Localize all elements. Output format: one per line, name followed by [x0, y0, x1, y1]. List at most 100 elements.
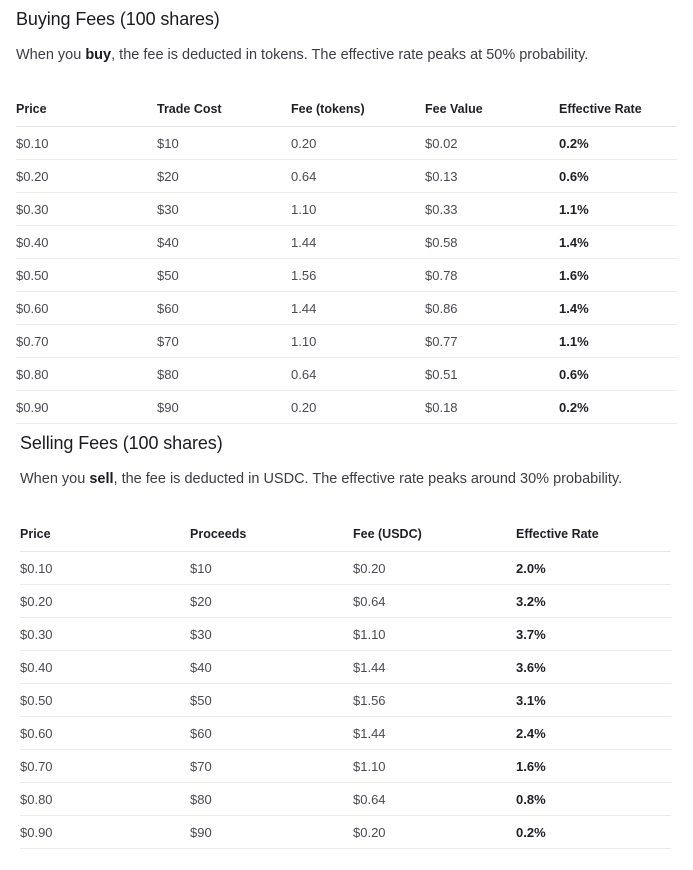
column-header-fee-usdc: Fee (USDC): [353, 517, 516, 552]
proceeds-cell: $50: [190, 683, 353, 717]
price-cell: $0.90: [16, 390, 157, 424]
fee-usdc-cell: $1.10: [353, 749, 516, 783]
table-row: $0.70 $70 1.10 $0.77 1.1%: [16, 324, 677, 358]
fee-usdc-cell: $0.64: [353, 584, 516, 618]
table-row: $0.80 $80 $0.64 0.8%: [20, 782, 671, 816]
table-row: $0.40 $40 1.44 $0.58 1.4%: [16, 225, 677, 259]
selling-fees-section: Selling Fees (100 shares) When you sell,…: [0, 425, 693, 870]
buying-fees-title: Buying Fees (100 shares): [16, 9, 220, 29]
fee-value-cell: $0.86: [425, 291, 559, 325]
price-cell: $0.20: [20, 584, 190, 618]
price-cell: $0.70: [16, 324, 157, 358]
fee-value-cell: $0.51: [425, 357, 559, 391]
table-row: $0.70 $70 $1.10 1.6%: [20, 749, 671, 783]
effective-rate-cell: 0.2%: [559, 390, 677, 424]
proceeds-cell: $40: [190, 650, 353, 684]
table-row: $0.20 $20 $0.64 3.2%: [20, 584, 671, 618]
price-cell: $0.90: [20, 815, 190, 849]
trade-cost-cell: $80: [157, 357, 291, 391]
buying-fees-intro: When you buy, the fee is deducted in tok…: [16, 47, 589, 63]
trade-cost-cell: $90: [157, 390, 291, 424]
column-header-fee-tokens: Fee (tokens): [291, 92, 425, 127]
table-row: $0.30 $30 1.10 $0.33 1.1%: [16, 192, 677, 226]
table-header-row: Price Trade Cost Fee (tokens) Fee Value …: [16, 92, 677, 127]
column-header-effective-rate: Effective Rate: [559, 92, 677, 127]
price-cell: $0.10: [20, 551, 190, 585]
fee-usdc-cell: $0.64: [353, 782, 516, 816]
fee-tokens-cell: 0.20: [291, 126, 425, 160]
fee-usdc-cell: $0.20: [353, 551, 516, 585]
price-cell: $0.40: [16, 225, 157, 259]
table-row: $0.60 $60 1.44 $0.86 1.4%: [16, 291, 677, 325]
proceeds-cell: $30: [190, 617, 353, 651]
trade-cost-cell: $10: [157, 126, 291, 160]
table-row: $0.20 $20 0.64 $0.13 0.6%: [16, 159, 677, 193]
fee-value-cell: $0.13: [425, 159, 559, 193]
price-cell: $0.50: [20, 683, 190, 717]
price-cell: $0.80: [16, 357, 157, 391]
buying-fees-table: Price Trade Cost Fee (tokens) Fee Value …: [16, 92, 677, 424]
effective-rate-cell: 1.4%: [559, 225, 677, 259]
fee-usdc-cell: $1.44: [353, 650, 516, 684]
fee-value-cell: $0.77: [425, 324, 559, 358]
table-row: $0.50 $50 $1.56 3.1%: [20, 683, 671, 717]
trade-cost-cell: $50: [157, 258, 291, 292]
price-cell: $0.80: [20, 782, 190, 816]
fee-tokens-cell: 0.20: [291, 390, 425, 424]
proceeds-cell: $20: [190, 584, 353, 618]
table-row: $0.90 $90 $0.20 0.2%: [20, 815, 671, 849]
proceeds-cell: $10: [190, 551, 353, 585]
proceeds-cell: $60: [190, 716, 353, 750]
table-row: $0.10 $10 $0.20 2.0%: [20, 551, 671, 585]
fee-tokens-cell: 1.44: [291, 291, 425, 325]
buy-emphasis: buy: [85, 47, 112, 63]
effective-rate-cell: 1.6%: [516, 749, 671, 783]
selling-fees-intro: When you sell, the fee is deducted in US…: [20, 471, 623, 487]
trade-cost-cell: $20: [157, 159, 291, 193]
fee-usdc-cell: $1.10: [353, 617, 516, 651]
price-cell: $0.30: [16, 192, 157, 226]
fee-usdc-cell: $1.44: [353, 716, 516, 750]
fee-tokens-cell: 1.10: [291, 324, 425, 358]
proceeds-cell: $90: [190, 815, 353, 849]
effective-rate-cell: 0.2%: [559, 126, 677, 160]
price-cell: $0.40: [20, 650, 190, 684]
table-row: $0.90 $90 0.20 $0.18 0.2%: [16, 390, 677, 424]
effective-rate-cell: 0.6%: [559, 357, 677, 391]
price-cell: $0.50: [16, 258, 157, 292]
fee-value-cell: $0.02: [425, 126, 559, 160]
selling-fees-title: Selling Fees (100 shares): [20, 433, 223, 453]
effective-rate-cell: 3.2%: [516, 584, 671, 618]
column-header-price: Price: [16, 92, 157, 127]
buying-fees-section: Buying Fees (100 shares) When you buy, t…: [0, 0, 693, 425]
effective-rate-cell: 0.8%: [516, 782, 671, 816]
trade-cost-cell: $70: [157, 324, 291, 358]
proceeds-cell: $70: [190, 749, 353, 783]
table-row: $0.10 $10 0.20 $0.02 0.2%: [16, 126, 677, 160]
table-header-row: Price Proceeds Fee (USDC) Effective Rate: [20, 517, 671, 552]
fee-tokens-cell: 1.44: [291, 225, 425, 259]
effective-rate-cell: 1.1%: [559, 192, 677, 226]
table-row: $0.60 $60 $1.44 2.4%: [20, 716, 671, 750]
fee-tokens-cell: 0.64: [291, 357, 425, 391]
fee-tokens-cell: 1.10: [291, 192, 425, 226]
column-header-price: Price: [20, 517, 190, 552]
column-header-trade-cost: Trade Cost: [157, 92, 291, 127]
effective-rate-cell: 1.4%: [559, 291, 677, 325]
fee-usdc-cell: $0.20: [353, 815, 516, 849]
effective-rate-cell: 3.7%: [516, 617, 671, 651]
table-row: $0.50 $50 1.56 $0.78 1.6%: [16, 258, 677, 292]
fee-tokens-cell: 0.64: [291, 159, 425, 193]
table-row: $0.40 $40 $1.44 3.6%: [20, 650, 671, 684]
price-cell: $0.70: [20, 749, 190, 783]
effective-rate-cell: 0.2%: [516, 815, 671, 849]
effective-rate-cell: 3.6%: [516, 650, 671, 684]
effective-rate-cell: 1.6%: [559, 258, 677, 292]
price-cell: $0.20: [16, 159, 157, 193]
effective-rate-cell: 0.6%: [559, 159, 677, 193]
fee-value-cell: $0.78: [425, 258, 559, 292]
price-cell: $0.60: [16, 291, 157, 325]
table-row: $0.80 $80 0.64 $0.51 0.6%: [16, 357, 677, 391]
effective-rate-cell: 2.0%: [516, 551, 671, 585]
fee-usdc-cell: $1.56: [353, 683, 516, 717]
